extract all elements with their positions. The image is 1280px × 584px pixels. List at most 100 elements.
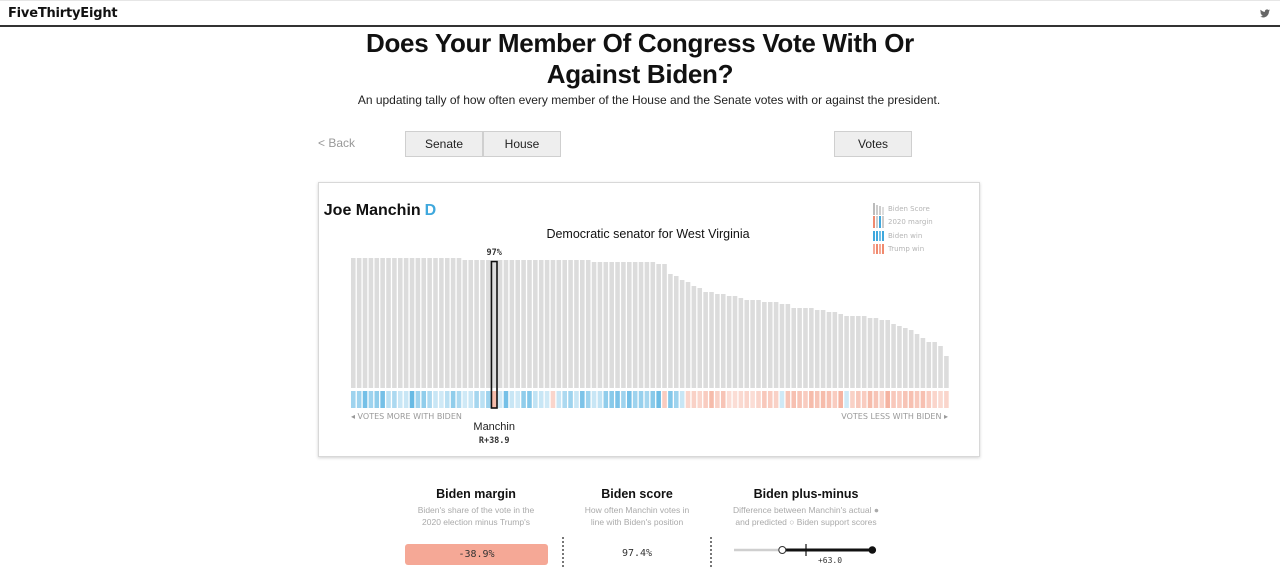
score-bar[interactable]	[885, 320, 890, 388]
margin-cell[interactable]	[756, 391, 761, 408]
score-bar[interactable]	[773, 302, 779, 388]
score-bar[interactable]	[356, 258, 362, 388]
score-bar[interactable]	[556, 260, 562, 388]
score-bar[interactable]	[873, 318, 879, 388]
margin-cell[interactable]	[773, 391, 779, 408]
margin-cell[interactable]	[462, 391, 468, 408]
margin-cell[interactable]	[720, 391, 726, 408]
margin-cell[interactable]	[885, 391, 890, 408]
score-bar[interactable]	[521, 260, 526, 388]
score-bar[interactable]	[844, 316, 849, 388]
margin-cell[interactable]	[597, 391, 603, 408]
score-bar[interactable]	[744, 300, 750, 388]
margin-cell[interactable]	[673, 391, 679, 408]
margin-cell[interactable]	[650, 391, 656, 408]
margin-cell[interactable]	[580, 391, 585, 408]
score-bar[interactable]	[491, 262, 497, 388]
margin-cell[interactable]	[644, 391, 650, 408]
score-bar[interactable]	[392, 258, 397, 388]
score-bar[interactable]	[709, 292, 714, 388]
site-logo[interactable]: FiveThirtyEight	[8, 6, 118, 21]
margin-cell[interactable]	[568, 391, 573, 408]
margin-cell[interactable]	[515, 391, 520, 408]
margin-cell[interactable]	[679, 391, 685, 408]
score-bar[interactable]	[838, 314, 843, 388]
score-bar[interactable]	[897, 326, 902, 388]
margin-cell[interactable]	[356, 391, 362, 408]
margin-cell[interactable]	[533, 391, 538, 408]
score-bar[interactable]	[462, 260, 468, 388]
score-bar[interactable]	[351, 258, 356, 388]
tab-senate[interactable]: Senate	[405, 131, 483, 157]
score-bar[interactable]	[632, 262, 638, 388]
score-bar[interactable]	[820, 310, 826, 388]
margin-cell[interactable]	[926, 391, 932, 408]
margin-cell[interactable]	[456, 391, 462, 408]
score-bar[interactable]	[380, 258, 385, 388]
tab-house[interactable]: House	[483, 131, 561, 157]
margin-cell[interactable]	[744, 391, 750, 408]
score-bar[interactable]	[456, 258, 462, 388]
margin-cell[interactable]	[697, 391, 703, 408]
score-bar[interactable]	[791, 308, 797, 388]
margin-cell[interactable]	[762, 391, 767, 408]
margin-cell[interactable]	[609, 391, 614, 408]
score-bar[interactable]	[644, 262, 650, 388]
margin-cell[interactable]	[409, 391, 415, 408]
score-bar[interactable]	[627, 262, 632, 388]
margin-cell[interactable]	[638, 391, 644, 408]
score-bar[interactable]	[908, 330, 914, 388]
score-bar[interactable]	[403, 258, 409, 388]
score-bar[interactable]	[779, 304, 785, 388]
margin-cell[interactable]	[538, 391, 544, 408]
margin-cell[interactable]	[627, 391, 632, 408]
margin-cell[interactable]	[544, 391, 550, 408]
score-bar[interactable]	[691, 286, 697, 388]
score-bar[interactable]	[879, 320, 885, 388]
margin-cell[interactable]	[897, 391, 902, 408]
margin-cell[interactable]	[861, 391, 867, 408]
margin-cell[interactable]	[615, 391, 620, 408]
margin-cell[interactable]	[621, 391, 626, 408]
score-bar[interactable]	[726, 296, 732, 388]
score-bar[interactable]	[386, 258, 391, 388]
score-bar[interactable]	[591, 262, 597, 388]
score-bar[interactable]	[756, 300, 761, 388]
margin-cell[interactable]	[556, 391, 562, 408]
score-bar[interactable]	[673, 276, 679, 388]
margin-cell[interactable]	[497, 391, 503, 408]
margin-cell[interactable]	[444, 391, 450, 408]
margin-cell[interactable]	[856, 391, 861, 408]
margin-cell[interactable]	[832, 391, 838, 408]
score-bar[interactable]	[362, 258, 368, 388]
score-bar[interactable]	[738, 298, 744, 388]
margin-cell[interactable]	[656, 391, 661, 408]
margin-cell[interactable]	[908, 391, 914, 408]
score-bar[interactable]	[474, 260, 479, 388]
margin-cell[interactable]	[779, 391, 785, 408]
margin-cell[interactable]	[574, 391, 579, 408]
score-bar[interactable]	[597, 262, 603, 388]
score-bar[interactable]	[668, 274, 673, 388]
score-bar[interactable]	[562, 260, 567, 388]
score-bar[interactable]	[439, 258, 444, 388]
margin-cell[interactable]	[562, 391, 567, 408]
score-bar[interactable]	[609, 262, 614, 388]
margin-cell[interactable]	[844, 391, 849, 408]
margin-cell[interactable]	[421, 391, 427, 408]
margin-cell[interactable]	[486, 391, 491, 408]
score-bar[interactable]	[397, 258, 403, 388]
margin-cell[interactable]	[814, 391, 820, 408]
score-bar[interactable]	[891, 324, 896, 388]
margin-cell[interactable]	[726, 391, 732, 408]
score-bar[interactable]	[867, 318, 873, 388]
score-bar[interactable]	[703, 292, 708, 388]
score-bar[interactable]	[427, 258, 432, 388]
score-bar[interactable]	[814, 310, 820, 388]
margin-cell[interactable]	[920, 391, 926, 408]
margin-cell[interactable]	[691, 391, 697, 408]
score-bar[interactable]	[679, 280, 685, 388]
score-bar[interactable]	[785, 304, 791, 388]
margin-cell[interactable]	[491, 391, 497, 408]
margin-cell[interactable]	[550, 391, 556, 408]
